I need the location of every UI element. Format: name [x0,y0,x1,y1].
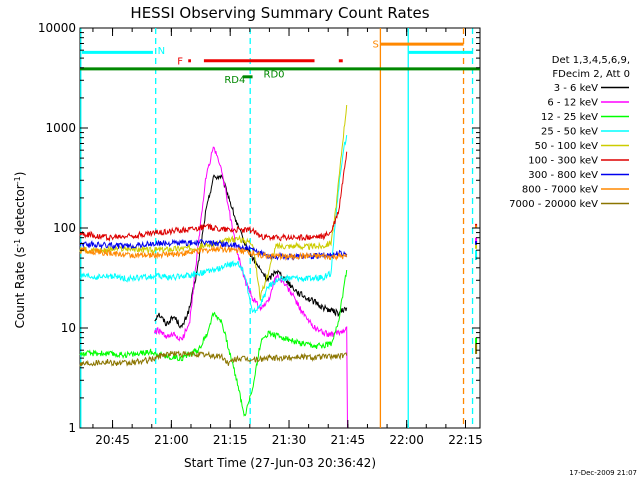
series-line [154,174,348,329]
legend-entry: 3 - 6 keV [554,83,598,94]
legend-entry: 800 - 7000 keV [522,185,598,196]
y-tick-label: 1000 [45,121,76,135]
legend-header-2: FDecim 2, Att 0 [552,69,630,80]
x-axis-label: Start Time (27-Jun-03 20:36:42) [184,456,376,470]
y-axis-label-mid: detector [13,184,27,239]
legend-entry: 6 - 12 keV [547,98,598,109]
vertical-marker-lines [80,28,474,428]
x-tick-label: 21:45 [331,433,366,447]
x-tick-label: 22:15 [448,433,483,447]
series-line [79,244,348,261]
legend-entry: 12 - 25 keV [541,112,598,123]
series-line [154,146,348,429]
flag-label: RD0 [264,70,285,81]
x-tick-label: 20:45 [95,433,130,447]
flag-label: RD4 [224,75,245,86]
x-tick-label: 22:00 [389,433,424,447]
legend-entry: 50 - 100 keV [535,141,599,152]
plot-area [79,27,481,429]
series-line [79,135,348,314]
y-tick-label: 10 [61,321,76,335]
y-axis-label-main: Count Rate (s [13,247,27,329]
legend: Det 1,3,4,5,6,9, FDecim 2, Att 0 3 - 6 k… [509,55,630,210]
legend-header-1: Det 1,3,4,5,6,9, [552,55,630,66]
y-axis-label-sup1: -1 [13,239,22,247]
chart-title: HESSI Observing Summary Count Rates [130,4,429,22]
y-axis-label: Count Rate (s-1 detector-1) [13,172,28,329]
y-axis-label-end: ) [13,172,27,177]
x-tick-label: 21:15 [213,433,248,447]
flag-label: F [177,56,183,67]
y-tick-label: 1 [68,421,76,435]
series-lines [79,104,478,429]
series-line [79,104,348,301]
legend-entry: 100 - 300 keV [528,156,598,167]
observing-flags: N F S RD0 RD4 [80,39,480,86]
plot-frame [79,27,481,429]
series-line [79,151,348,243]
flag-label: S [373,39,379,50]
flag-label: N [158,46,165,57]
y-tick-label: 10000 [38,21,76,35]
series-line [79,269,348,417]
axes: 1 10 100 1000 10000 20:45 21:00 21:15 21:30 21:45… [38,21,483,447]
legend-entry: 25 - 50 keV [541,127,598,138]
x-tick-label: 21:30 [272,433,307,447]
x-tick-label: 21:00 [154,433,189,447]
series-line [79,350,348,367]
y-tick-label: 100 [53,221,76,235]
footer-timestamp: 17-Dec-2009 21:07 [569,469,637,477]
legend-entry: 7000 - 20000 keV [509,199,598,210]
y-axis-label-sup2: -1 [13,176,22,184]
legend-entry: 300 - 800 keV [528,170,598,181]
